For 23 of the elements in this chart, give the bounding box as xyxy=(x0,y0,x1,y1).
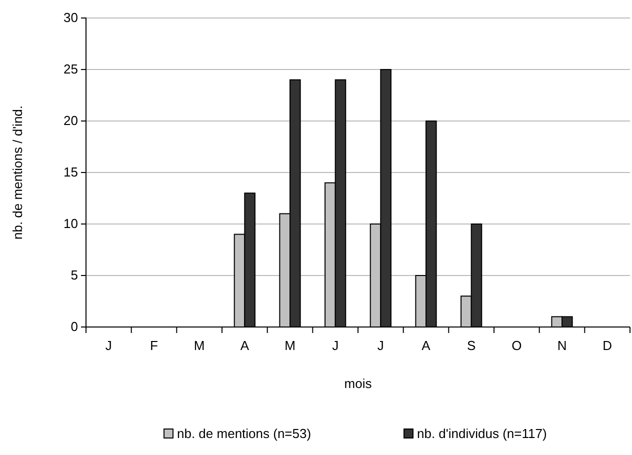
x-tick-label: J xyxy=(377,338,384,354)
x-tick-label: F xyxy=(150,338,158,354)
legend-label: nb. d'individus (n=117) xyxy=(417,426,547,441)
x-tick-label: J xyxy=(332,338,339,354)
y-tick-label: 15 xyxy=(64,164,78,180)
y-tick-label: 25 xyxy=(64,62,78,77)
y-tick-label: 5 xyxy=(70,268,78,283)
x-tick-label: M xyxy=(194,338,205,354)
x-tick-label: J xyxy=(105,338,112,354)
y-axis-title: nb. de mentions / d'ind. xyxy=(10,105,25,240)
legend-label: nb. de mentions (n=53) xyxy=(177,426,312,441)
y-tick-label: 0 xyxy=(70,319,78,334)
x-tick-label: S xyxy=(466,338,476,354)
x-tick-label: M xyxy=(284,338,296,354)
x-tick-label: O xyxy=(512,338,522,354)
x-axis-title: mois xyxy=(344,376,372,391)
y-tick-label: 30 xyxy=(64,10,78,26)
x-tick-label: N xyxy=(557,338,567,354)
x-tick-label: A xyxy=(422,338,431,354)
y-tick-label: 20 xyxy=(64,113,78,128)
y-tick-label: 10 xyxy=(64,216,78,232)
x-tick-label: D xyxy=(602,338,612,354)
x-tick-label: A xyxy=(240,338,250,354)
